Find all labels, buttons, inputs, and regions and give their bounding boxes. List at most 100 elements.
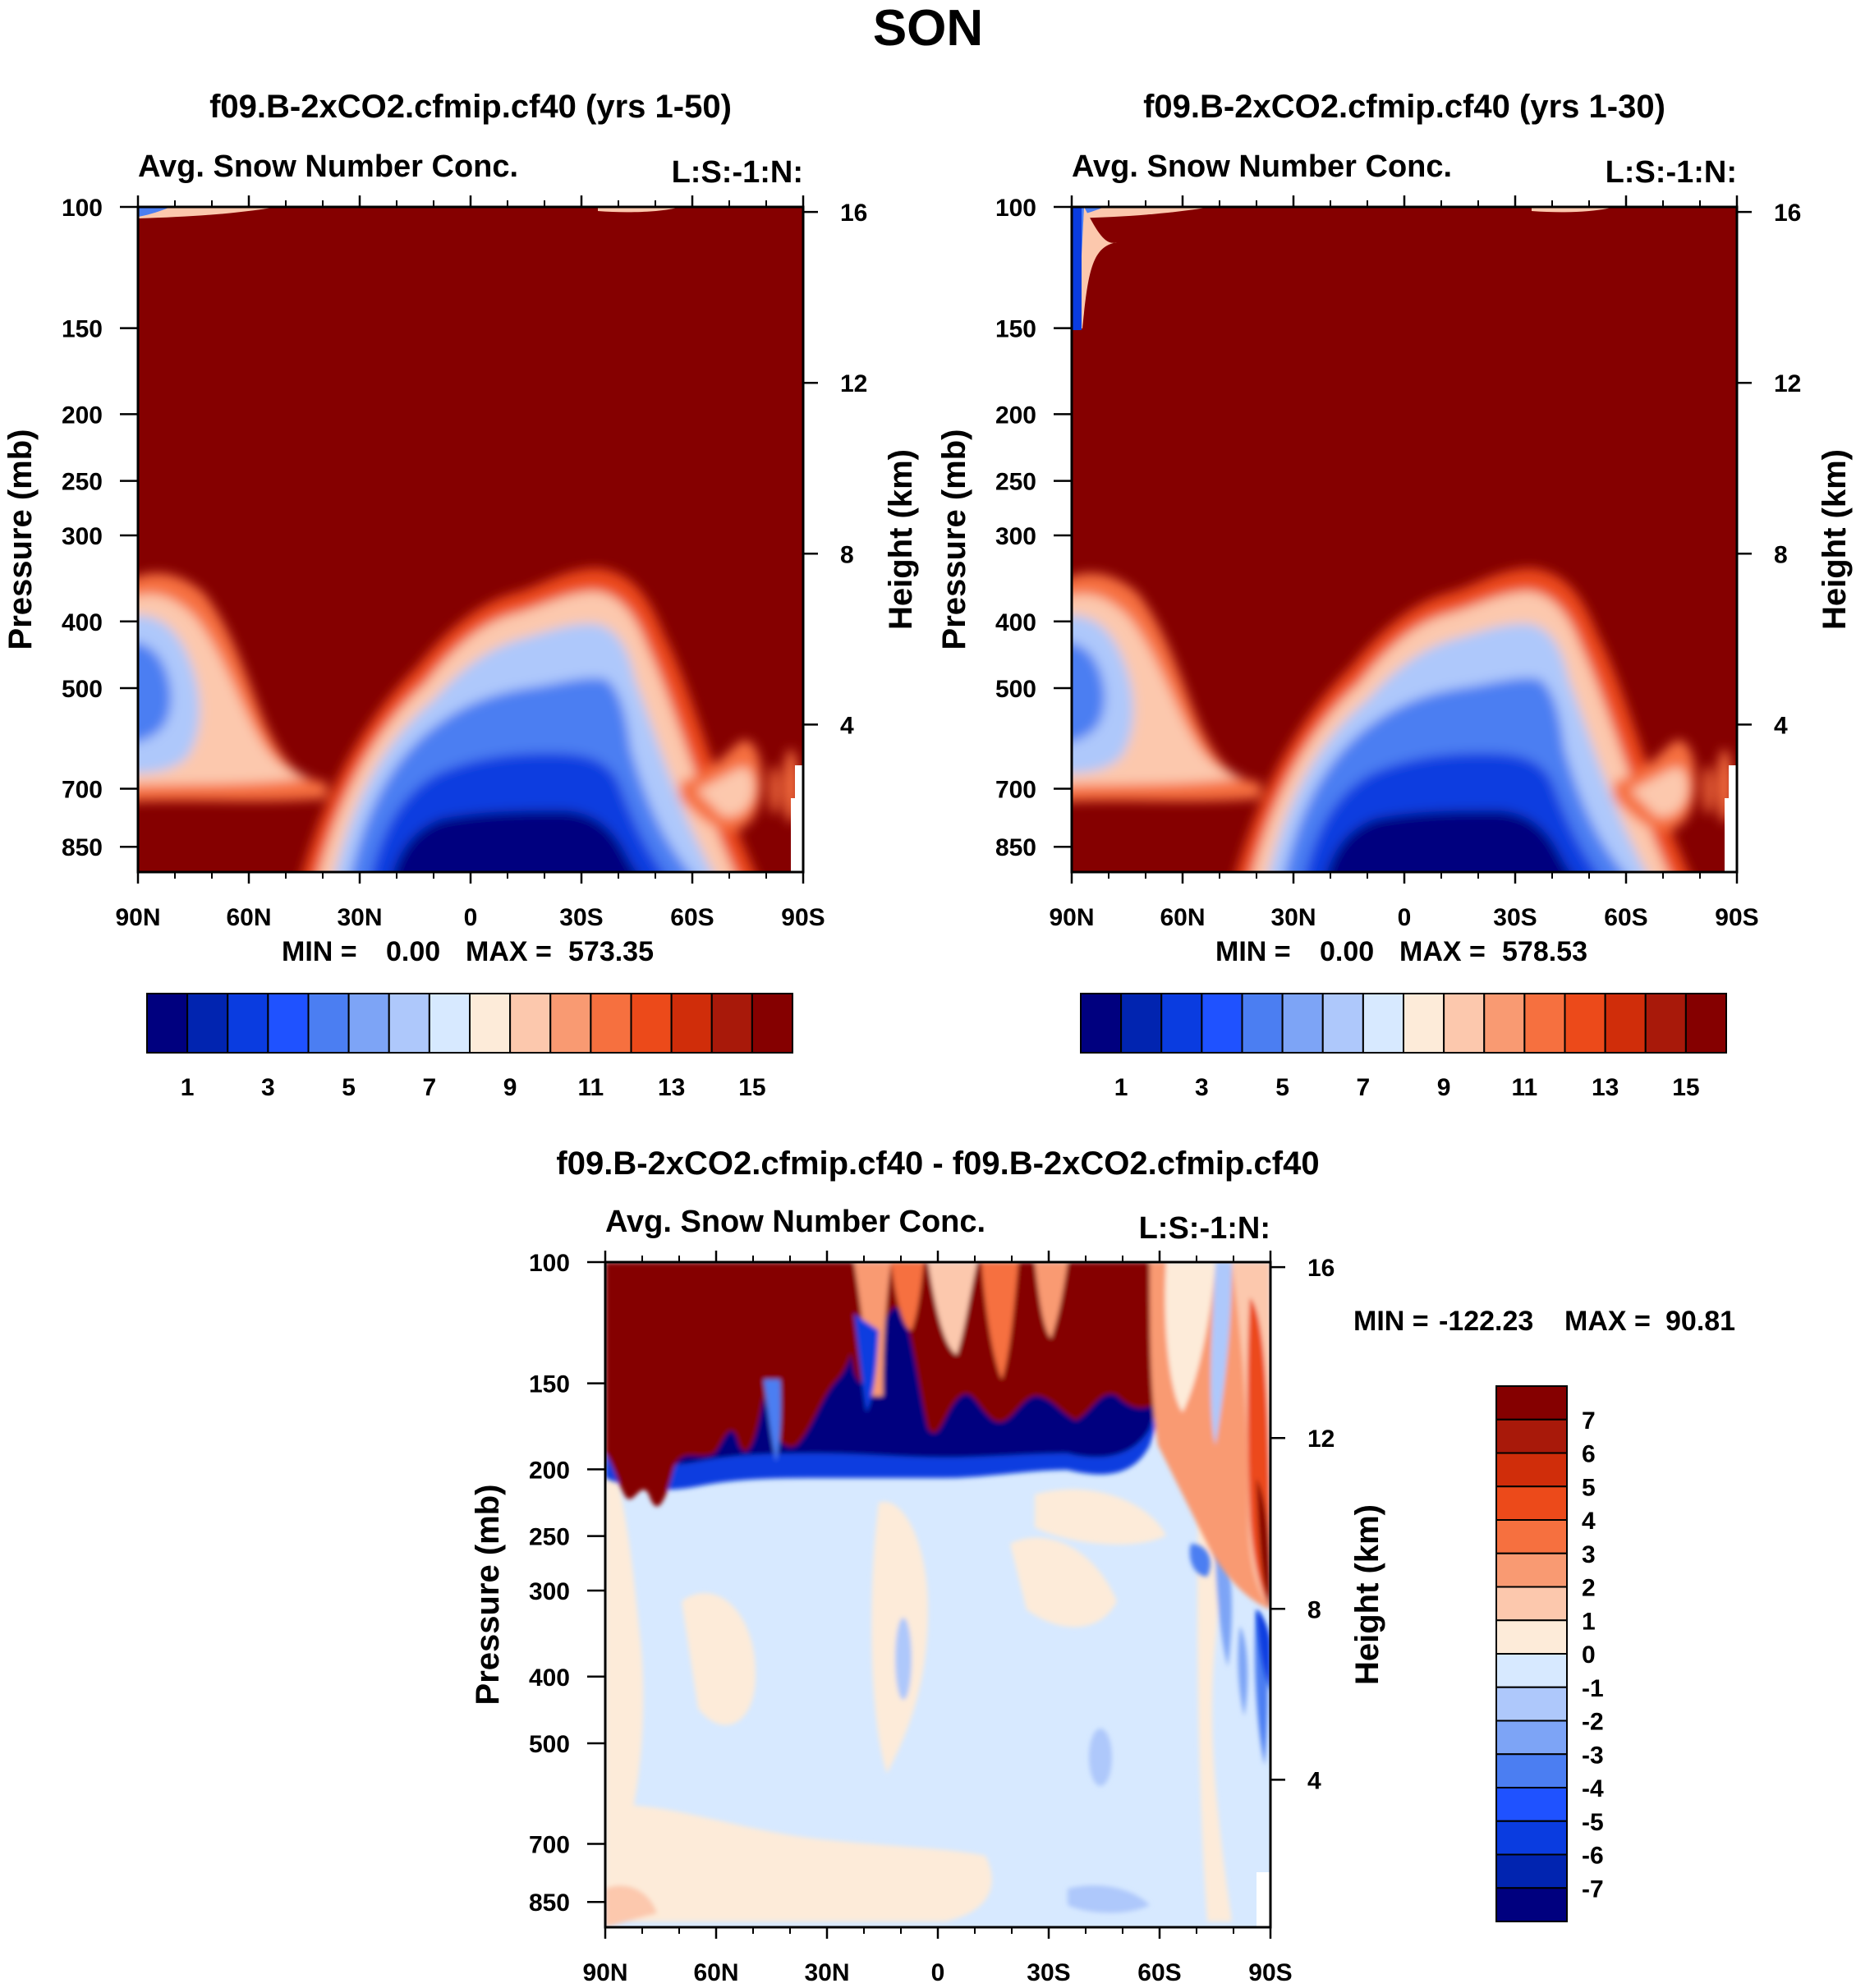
- y-tick-label: 700: [62, 777, 103, 804]
- x-tick-label: 60N: [1160, 904, 1205, 931]
- y-tick-label: 150: [995, 316, 1036, 343]
- stats-max-value: 573.35: [568, 936, 654, 967]
- colorbar-box: [1160, 993, 1203, 1054]
- y-tick-label: 850: [62, 834, 103, 861]
- stats-max-value: 578.53: [1502, 936, 1587, 967]
- x-tick-label: 90S: [1248, 1959, 1292, 1986]
- contour-field: [1072, 207, 1737, 888]
- contour-field: [122, 207, 803, 888]
- y-tick-label: 100: [62, 195, 103, 222]
- y-tick-label: 100: [995, 195, 1036, 222]
- y-right-axis-label: Height (km): [1817, 449, 1853, 630]
- stats-max-label: MAX =: [466, 936, 552, 967]
- colorbar-box: [1495, 1385, 1568, 1421]
- colorbar-label: 7: [1582, 1407, 1596, 1435]
- colorbar-box: [1495, 1452, 1568, 1488]
- x-tick-label: 30S: [1493, 904, 1537, 931]
- y-tick-label: 500: [995, 676, 1036, 703]
- x-tick-label: 0: [1398, 904, 1412, 931]
- colorbar-box: [1495, 1787, 1568, 1822]
- colorbar-box: [1495, 1485, 1568, 1521]
- y-axis-label: Pressure (mb): [936, 429, 972, 650]
- y-tick-label: 150: [529, 1371, 570, 1398]
- y-right-tick-label: 12: [1307, 1426, 1335, 1453]
- y-right-tick-label: 8: [1307, 1596, 1321, 1623]
- colorbar-label: 7: [423, 1074, 437, 1101]
- y-right-tick-label: 16: [840, 200, 867, 227]
- colorbar-label: 1: [181, 1074, 195, 1101]
- colorbar: 7 6 5 4 3 2 1 0 -1 -2 -3 -4 -5 -6 -7: [1495, 1385, 1604, 1922]
- panel-subtitle-left: Avg. Snow Number Conc.: [605, 1205, 985, 1239]
- y-tick-label: 200: [62, 402, 103, 429]
- y-tick-label: 200: [529, 1457, 570, 1484]
- y-tick-label: 250: [995, 469, 1036, 496]
- y-right-tick-label: 16: [1307, 1255, 1335, 1282]
- stats-min-label: MIN =: [282, 936, 357, 967]
- stats-max-label: MAX =: [1399, 936, 1486, 967]
- colorbar-box: [1495, 1586, 1568, 1622]
- colorbar-box: [1403, 993, 1445, 1054]
- y-right-tick-label: 16: [1774, 200, 1801, 227]
- x-tick-label: 60S: [670, 904, 714, 931]
- colorbar-label: -2: [1582, 1709, 1604, 1736]
- panel-subtitle-right: L:S:-1:N:: [672, 155, 803, 190]
- colorbar-label: 6: [1582, 1441, 1596, 1468]
- colorbar-box: [1604, 993, 1647, 1054]
- colorbar-box: [1523, 993, 1566, 1054]
- x-tick-label: 60S: [1604, 904, 1647, 931]
- panel-title: f09.B-2xCO2.cfmip.cf40 (yrs 1-30): [1143, 89, 1665, 125]
- panel-title: f09.B-2xCO2.cfmip.cf40 (yrs 1-50): [209, 89, 732, 125]
- x-tick-label: 30S: [559, 904, 603, 931]
- y-right-axis-label: Height (km): [1349, 1504, 1385, 1685]
- colorbar-label: -5: [1582, 1809, 1604, 1836]
- y-axis-label: Pressure (mb): [2, 429, 39, 650]
- colorbar-box: [186, 993, 229, 1054]
- colorbar-box: [630, 993, 673, 1054]
- colorbar-label: 13: [658, 1074, 685, 1101]
- colorbar-box: [1495, 1719, 1568, 1756]
- colorbar-box: [347, 993, 390, 1054]
- colorbar: 1 3 5 7 9 11 13 15: [1080, 993, 1727, 1101]
- colorbar-label: -6: [1582, 1843, 1604, 1870]
- colorbar-label: 5: [342, 1074, 356, 1101]
- colorbar-label: 9: [1437, 1074, 1451, 1101]
- colorbar-label: -7: [1582, 1876, 1604, 1903]
- colorbar-label: 15: [1672, 1074, 1699, 1101]
- colorbar-box: [1495, 1418, 1568, 1454]
- colorbar-label: 7: [1357, 1074, 1371, 1101]
- y-right-tick-label: 4: [840, 712, 854, 739]
- colorbar-box: [146, 993, 189, 1054]
- colorbar-box: [1495, 1686, 1568, 1722]
- y-right-tick-label: 4: [1307, 1767, 1321, 1794]
- colorbar-label: 15: [738, 1074, 765, 1101]
- x-tick-label: 30N: [1270, 904, 1316, 931]
- y-tick-label: 400: [995, 609, 1036, 636]
- figure-title: SON: [873, 0, 983, 57]
- colorbar-label: 0: [1582, 1641, 1596, 1669]
- y-tick-label: 250: [62, 469, 103, 496]
- x-tick-label: 60N: [693, 1959, 738, 1986]
- colorbar-label: 5: [1275, 1074, 1289, 1101]
- stats-min-label: MIN =: [1353, 1306, 1429, 1337]
- y-tick-label: 850: [529, 1889, 570, 1917]
- colorbar-label: 11: [1512, 1074, 1538, 1101]
- colorbar-box: [1644, 993, 1687, 1054]
- y-tick-label: 500: [529, 1731, 570, 1758]
- x-tick-label: 90N: [115, 904, 160, 931]
- x-tick-label: 0: [464, 904, 478, 931]
- y-axis-label: Pressure (mb): [470, 1485, 506, 1706]
- y-right-tick-label: 8: [840, 541, 854, 568]
- colorbar-box: [1564, 993, 1606, 1054]
- x-tick-label: 30S: [1027, 1959, 1070, 1986]
- colorbar-box: [1495, 1619, 1568, 1655]
- colorbar-box: [509, 993, 552, 1054]
- y-right-tick-label: 12: [840, 370, 867, 397]
- panel-top-left: f09.B-2xCO2.cfmip.cf40 (yrs 1-50) Avg. S…: [2, 89, 919, 1101]
- contour-field: [605, 1262, 1270, 1927]
- y-right-axis-label: Height (km): [883, 449, 919, 630]
- colorbar-box: [1495, 1519, 1568, 1554]
- colorbar-label: 5: [1582, 1474, 1596, 1501]
- y-tick-label: 200: [995, 402, 1036, 429]
- y-tick-label: 400: [62, 609, 103, 636]
- stats-line: MIN = 0.00 MAX = 578.53: [1215, 936, 1587, 967]
